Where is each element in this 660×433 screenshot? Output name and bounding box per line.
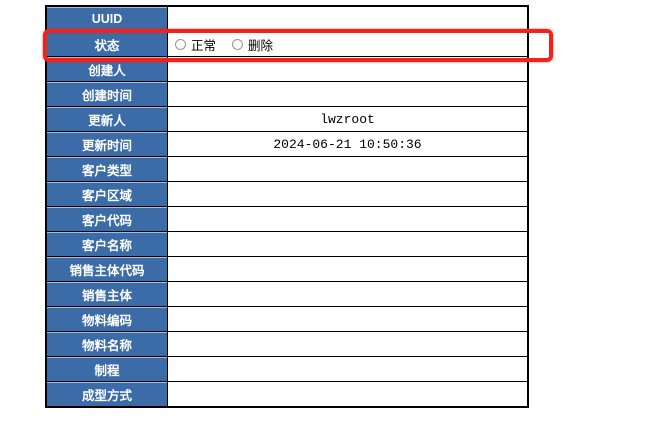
table-row: 状态 正常 删除 — [45, 31, 529, 57]
table-row: 客户区域 — [45, 181, 529, 207]
radio-button-icon[interactable] — [175, 38, 186, 50]
row-value — [167, 156, 529, 182]
table-row: 销售主体代码 — [45, 256, 529, 282]
row-value: 正常 删除 — [167, 31, 529, 57]
radio-option-label: 删除 — [248, 37, 274, 53]
row-value — [167, 5, 529, 32]
table-row: 客户代码 — [45, 206, 529, 232]
table-row: 成型方式 — [45, 381, 529, 408]
row-value — [167, 356, 529, 382]
row-value: lwzroot — [167, 106, 529, 132]
row-value — [167, 231, 529, 257]
status-radio-normal[interactable]: 正常 — [175, 35, 216, 54]
table-row: 物料编码 — [45, 306, 529, 332]
row-label: 制程 — [45, 356, 168, 382]
row-label: 客户代码 — [45, 206, 168, 232]
row-label: 销售主体代码 — [45, 256, 168, 282]
table-row: 客户名称 — [45, 231, 529, 257]
table-row: 创建人 — [45, 56, 529, 82]
row-value — [167, 256, 529, 282]
radio-button-icon[interactable] — [232, 38, 243, 50]
row-label: 创建时间 — [45, 81, 168, 107]
table-row: 制程 — [45, 356, 529, 382]
table-row: UUID — [45, 5, 529, 32]
row-label: UUID — [45, 5, 168, 32]
row-label: 状态 — [45, 31, 168, 57]
row-value — [167, 331, 529, 357]
row-label: 客户名称 — [45, 231, 168, 257]
table-row: 更新人 lwzroot — [45, 106, 529, 132]
row-value — [167, 206, 529, 232]
row-value: 2024-06-21 10:50:36 — [167, 131, 529, 157]
row-label: 成型方式 — [45, 381, 168, 408]
radio-option-label: 正常 — [191, 37, 217, 53]
status-radio-delete[interactable]: 删除 — [232, 35, 273, 54]
detail-form-body: UUID 状态 正常 删除 创建人 创建时间 更新人 lwzroot — [45, 5, 529, 408]
row-value — [167, 381, 529, 408]
row-label: 创建人 — [45, 56, 168, 82]
row-value — [167, 306, 529, 332]
row-value — [167, 181, 529, 207]
table-row: 销售主体 — [45, 281, 529, 307]
table-row: 物料名称 — [45, 331, 529, 357]
row-value — [167, 81, 529, 107]
row-label: 更新时间 — [45, 131, 168, 157]
row-label: 客户类型 — [45, 156, 168, 182]
table-row: 客户类型 — [45, 156, 529, 182]
row-value — [167, 56, 529, 82]
row-label: 物料名称 — [45, 331, 168, 357]
row-label: 销售主体 — [45, 281, 168, 307]
detail-form-table: UUID 状态 正常 删除 创建人 创建时间 更新人 lwzroot — [45, 5, 529, 408]
row-label: 物料编码 — [45, 306, 168, 332]
table-row: 更新时间 2024-06-21 10:50:36 — [45, 131, 529, 157]
row-value — [167, 281, 529, 307]
table-row: 创建时间 — [45, 81, 529, 107]
row-label: 客户区域 — [45, 181, 168, 207]
row-label: 更新人 — [45, 106, 168, 132]
